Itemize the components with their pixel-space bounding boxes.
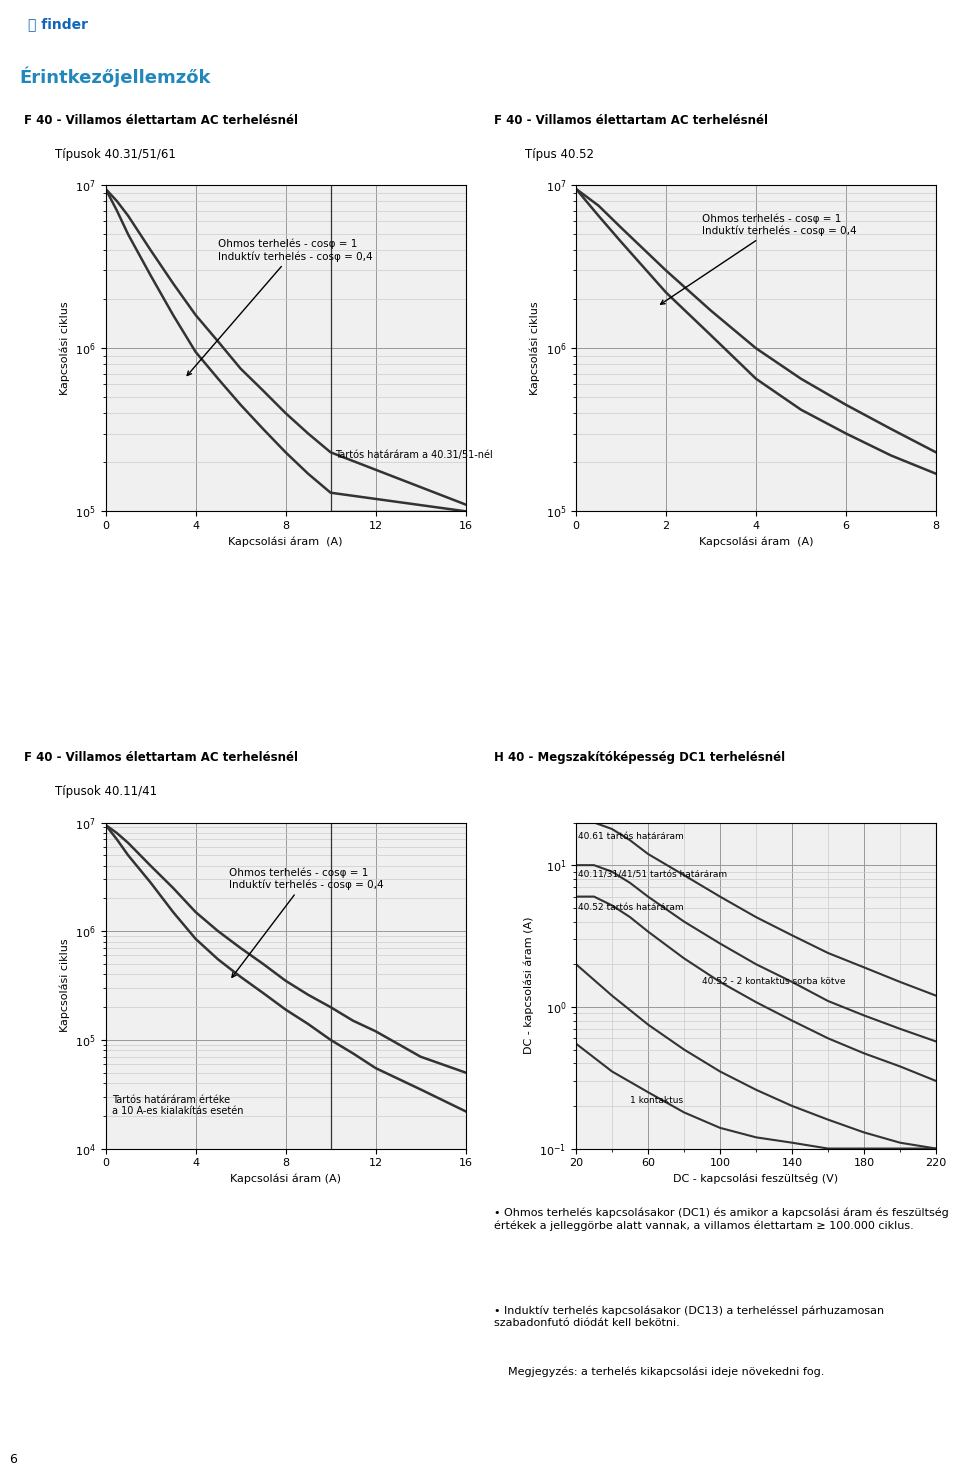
Y-axis label: Kapcsolási ciklus: Kapcsolási ciklus xyxy=(60,301,70,396)
X-axis label: Kapcsolási áram  (A): Kapcsolási áram (A) xyxy=(699,536,813,547)
Text: 6: 6 xyxy=(10,1454,17,1466)
Text: Ohmos terhelés - cosφ = 1
Induktív terhelés - cosφ = 0,4: Ohmos terhelés - cosφ = 1 Induktív terhe… xyxy=(229,867,384,977)
Text: Tartós határáram értéke
a 10 A-es kialakítás esetén: Tartós határáram értéke a 10 A-es kialak… xyxy=(112,1095,244,1116)
Text: Típus 40.52: Típus 40.52 xyxy=(525,148,594,162)
Y-axis label: Kapcsolási ciklus: Kapcsolási ciklus xyxy=(530,301,540,396)
Text: • Induktív terhelés kapcsolásakor (DC13) a terheléssel párhuzamosan szabadonfutó: • Induktív terhelés kapcsolásakor (DC13)… xyxy=(494,1306,884,1328)
Text: 1 kontaktus: 1 kontaktus xyxy=(630,1095,684,1104)
Text: Típusok 40.11/41: Típusok 40.11/41 xyxy=(55,785,157,799)
Text: Tartós határáram a 40.31/51-nél: Tartós határáram a 40.31/51-nél xyxy=(335,451,492,461)
Text: 40.61 tartós határáram: 40.61 tartós határáram xyxy=(578,831,684,840)
Text: 40-es sorozat - Miniatűr print-/ dugaszolható relék 8 - 10 - 16 A: 40-es sorozat - Miniatűr print-/ dugaszo… xyxy=(218,15,857,33)
Text: F 40 - Villamos élettartam AC terhelésnél: F 40 - Villamos élettartam AC terhelésné… xyxy=(494,114,768,127)
Text: Ohmos terhelés - cosφ = 1
Induktív terhelés - cosφ = 0,4: Ohmos terhelés - cosφ = 1 Induktív terhe… xyxy=(660,213,856,304)
Y-axis label: DC - kapcsolási áram (A): DC - kapcsolási áram (A) xyxy=(523,917,534,1054)
Text: Ohmos terhelés - cosφ = 1
Induktív terhelés - cosφ = 0,4: Ohmos terhelés - cosφ = 1 Induktív terhe… xyxy=(187,239,372,375)
Text: 40.52 - 2 kontaktus sorba kötve: 40.52 - 2 kontaktus sorba kötve xyxy=(702,978,846,987)
Text: F 40 - Villamos élettartam AC terhelésnél: F 40 - Villamos élettartam AC terhelésné… xyxy=(24,751,298,765)
X-axis label: Kapcsolási áram (A): Kapcsolási áram (A) xyxy=(230,1174,341,1184)
Text: Megjegyzés: a terhelés kikapcsolási ideje növekedni fog.: Megjegyzés: a terhelés kikapcsolási idej… xyxy=(494,1366,825,1377)
Text: Ⓐ finder: Ⓐ finder xyxy=(28,16,87,31)
Text: 40.11/31/41/51 tartós határáram: 40.11/31/41/51 tartós határáram xyxy=(578,870,727,880)
Y-axis label: Kapcsolási ciklus: Kapcsolási ciklus xyxy=(59,938,69,1033)
Text: Érintkezőjellemzők: Érintkezőjellemzők xyxy=(19,67,210,87)
X-axis label: Kapcsolási áram  (A): Kapcsolási áram (A) xyxy=(228,536,343,547)
Text: H 40 - Megszakítóképesség DC1 terhelésnél: H 40 - Megszakítóképesség DC1 terhelésné… xyxy=(494,751,785,765)
X-axis label: DC - kapcsolási feszültség (V): DC - kapcsolási feszültség (V) xyxy=(673,1174,839,1184)
Text: F 40 - Villamos élettartam AC terhelésnél: F 40 - Villamos élettartam AC terhelésné… xyxy=(24,114,298,127)
Text: 40.52 tartós határáram: 40.52 tartós határáram xyxy=(578,904,684,913)
Text: Típusok 40.31/51/61: Típusok 40.31/51/61 xyxy=(55,148,176,162)
Text: • Ohmos terhelés kapcsolásakor (DC1) és amikor a kapcsolási áram és feszültség é: • Ohmos terhelés kapcsolásakor (DC1) és … xyxy=(494,1208,949,1230)
